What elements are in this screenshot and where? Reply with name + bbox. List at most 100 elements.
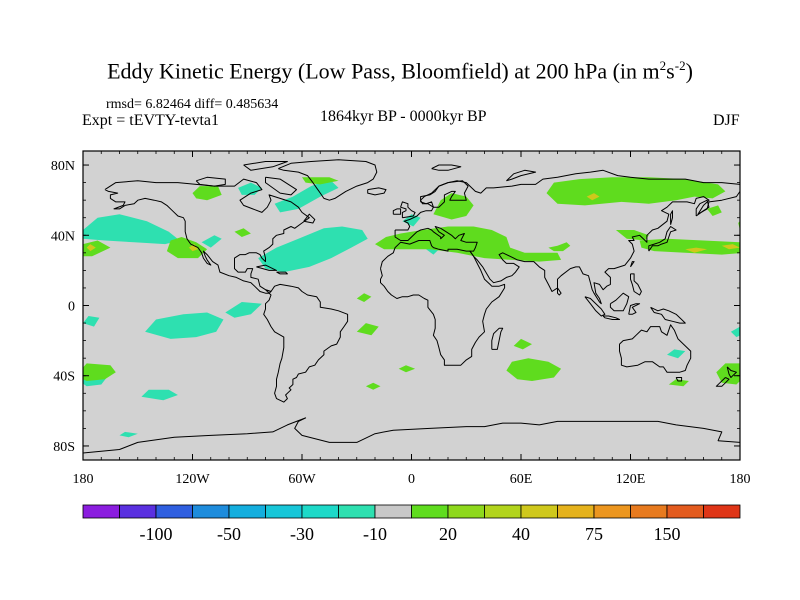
anomaly-region-16 (83, 240, 111, 257)
coastline-antarctica (83, 417, 740, 454)
stats-text: rmsd= 6.82464 diff= 0.485634 (106, 97, 279, 112)
colorbar-swatch (82, 504, 120, 519)
anomaly-fill-layer (83, 177, 740, 438)
anomaly-region-17 (166, 237, 208, 259)
colorbar-swatch (411, 504, 449, 519)
coastline-philippines (630, 273, 642, 296)
anomaly-region-32 (513, 338, 532, 350)
y-axis: 80N 40N 0 40S 80S (51, 159, 740, 455)
colorbar-label: -100 (140, 524, 173, 544)
coastline-great-britain (400, 201, 416, 219)
colorbar-swatch (484, 504, 522, 519)
anomaly-region-18 (192, 186, 222, 201)
coastline-greenland (278, 159, 378, 201)
coastline-sulawesi (628, 303, 641, 315)
anomaly-region-25 (548, 242, 571, 252)
x-tick-label: 60E (510, 472, 533, 487)
coastline-victoria-island (195, 176, 226, 187)
anomaly-region-1 (258, 226, 368, 273)
y-tick-label: 80S (53, 440, 75, 455)
x-tick-label: 0 (408, 472, 415, 487)
y-tick-label: 80N (51, 159, 75, 174)
anomaly-region-37 (83, 363, 116, 381)
anomaly-region-39 (188, 244, 198, 252)
colorbar-swatch (703, 504, 741, 519)
coastline-scandinavia (420, 180, 469, 208)
coastline-borneo (609, 292, 630, 312)
anomaly-region-9 (225, 302, 262, 318)
season-label: DJF (713, 112, 740, 129)
anomaly-region-8 (145, 312, 224, 339)
coastline-africa (380, 240, 506, 366)
coastline-baffin-island (265, 176, 297, 196)
anomaly-region-33 (506, 358, 562, 381)
colorbar-swatch (265, 504, 303, 519)
colorbar-swatch (666, 504, 704, 519)
chart-title: Eddy Kinetic Energy (Low Pass, Bloomfiel… (107, 58, 693, 84)
colorbar-swatch (119, 504, 157, 519)
anomaly-region-30 (356, 323, 379, 336)
experiment-label: Expt = tEVTY-tevta1 (82, 112, 219, 129)
anomaly-region-19 (302, 177, 339, 185)
coastline-new-zealand-south (715, 377, 730, 387)
coastline-layer (83, 159, 740, 454)
anomaly-region-20 (234, 228, 251, 237)
period-label: 1864kyr BP - 0000kyr BP (320, 108, 487, 125)
colorbar-swatch (630, 504, 668, 519)
colorbar-swatch (447, 504, 485, 519)
anomaly-region-12 (83, 316, 100, 327)
colorbar-label: 20 (439, 524, 457, 544)
colorbar-swatch (228, 504, 266, 519)
colorbar-swatch (155, 504, 193, 519)
coastline-eurasia (394, 169, 740, 305)
coastline-north-america (104, 178, 310, 294)
coastline-sakhalin (670, 210, 673, 225)
coastline-south-america (263, 283, 349, 403)
x-tick-label: 60W (288, 472, 316, 487)
anomaly-region-2 (274, 179, 339, 213)
anomaly-region-10 (141, 389, 178, 401)
colorbar-swatch (374, 504, 412, 519)
colorbar: -100 -50 -30 -10 20 40 75 150 (82, 504, 741, 544)
anomaly-region-36 (716, 363, 740, 385)
coastline-australia (619, 324, 692, 373)
coastline-tasmania (675, 377, 683, 382)
anomaly-region-42 (721, 244, 740, 250)
coastline-taiwan (630, 261, 635, 268)
colorbar-swatch (520, 504, 558, 519)
y-tick-label: 0 (68, 300, 75, 315)
colorbar-label: -30 (290, 524, 314, 544)
anomaly-region-15 (730, 326, 740, 338)
anomaly-region-28 (707, 205, 722, 216)
colorbar-label: 75 (585, 524, 603, 544)
colorbar-swatch (192, 504, 230, 519)
anomaly-region-35 (365, 382, 381, 390)
anomaly-region-22 (375, 226, 562, 262)
coastline-hispaniola (276, 271, 288, 275)
coastline-sri-lanka (557, 287, 562, 296)
coastline-kamchatka (695, 199, 710, 217)
coastline-novaya-zemlya (506, 169, 537, 182)
anomaly-region-11 (119, 431, 138, 438)
coastline-new-zealand-north (726, 366, 737, 378)
coastline-svalbard (431, 164, 462, 171)
colorbar-label: 150 (654, 524, 681, 544)
anomaly-region-41 (685, 247, 708, 253)
colorbar-label: -50 (217, 524, 241, 544)
coastline-java (602, 315, 620, 320)
anomaly-region-38 (86, 244, 96, 252)
anomaly-region-26 (615, 230, 649, 241)
x-tick-label: 180 (730, 472, 751, 487)
coastline-ellesmere-island (243, 161, 288, 171)
x-tick-label: 120W (175, 472, 210, 487)
colorbar-swatch (557, 504, 595, 519)
coastline-newfoundland (303, 213, 316, 224)
anomaly-region-34 (668, 379, 689, 387)
coastline-sumatra (584, 296, 606, 317)
anomaly-region-14 (667, 349, 686, 359)
colorbar-swatch (593, 504, 631, 519)
coastline-ireland (392, 208, 402, 215)
x-tick-label: 180 (73, 472, 94, 487)
coastline-madagascar (491, 327, 504, 350)
